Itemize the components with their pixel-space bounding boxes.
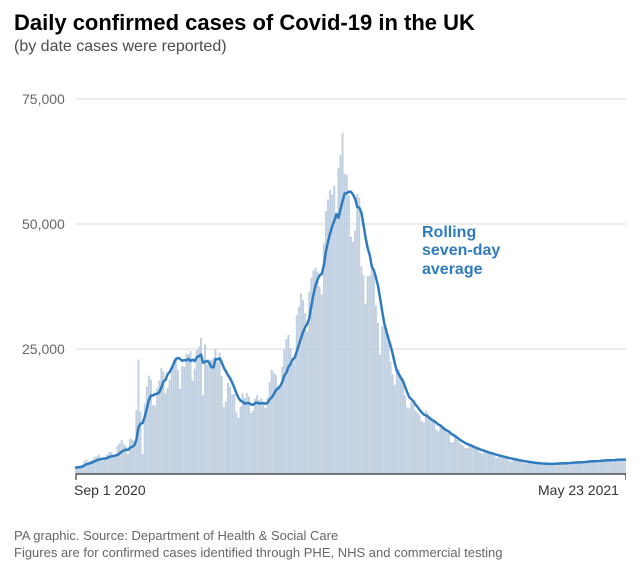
chart-subtitle: (by date cases were reported) xyxy=(14,38,227,56)
y-tick-label: 50,000 xyxy=(22,216,65,232)
x-axis-start-label: Sep 1 2020 xyxy=(74,482,146,498)
chart-plot-area: Rollingseven-dayaverage Sep 1 2020 May 2… xyxy=(14,64,626,504)
plot-svg xyxy=(14,64,626,504)
rolling-avg-annotation: Rollingseven-dayaverage xyxy=(422,224,500,279)
chart-container: { "title": "Daily confirmed cases of Cov… xyxy=(0,0,640,581)
x-axis-end-label: May 23 2021 xyxy=(538,482,626,498)
chart-title: Daily confirmed cases of Covid-19 in the… xyxy=(14,10,475,36)
source-line-2: Figures are for confirmed cases identifi… xyxy=(14,545,502,561)
y-tick-label: 25,000 xyxy=(22,341,65,357)
source-line-1: PA graphic. Source: Department of Health… xyxy=(14,528,338,544)
y-tick-label: 75,000 xyxy=(22,91,65,107)
